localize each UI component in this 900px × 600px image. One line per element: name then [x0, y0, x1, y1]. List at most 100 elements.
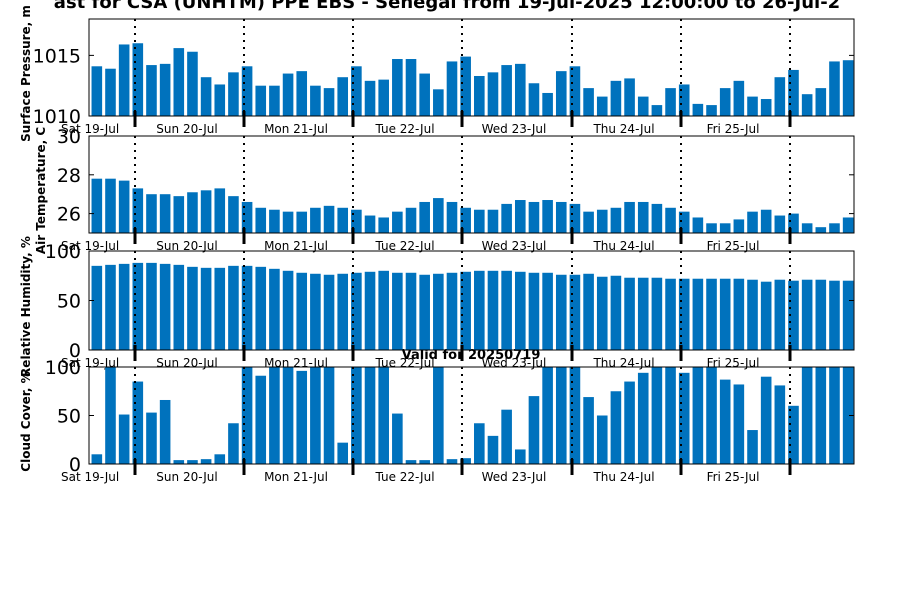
figure-title: ast for CSA (UNHTM) PPE EBS - Senegal fr… [54, 0, 840, 13]
chart-bar [542, 200, 553, 233]
chart-bar [624, 201, 635, 233]
chart-bar [214, 188, 226, 233]
chart-bar [282, 211, 294, 233]
chart-bar [678, 84, 690, 116]
chart-bar [747, 211, 758, 233]
chart-bar [733, 384, 745, 464]
chart-bar [187, 460, 198, 464]
chart-bar [624, 381, 635, 464]
chart-bar [405, 272, 417, 350]
chart-bar [132, 43, 144, 116]
chart-bar [310, 273, 321, 350]
plot-frame [88, 135, 855, 234]
chart-bar [760, 376, 772, 464]
chart-bar [829, 61, 840, 116]
x-tick-label: Wed 23-Jul [482, 356, 547, 370]
x-tick-label: Sun 20-Jul [156, 356, 217, 370]
chart-bar [419, 201, 430, 233]
chart-bar [173, 460, 185, 464]
chart-bar [446, 61, 458, 116]
chart-bar [351, 209, 362, 233]
chart-bar [364, 367, 376, 464]
chart-bar [747, 96, 758, 116]
chart-bar [378, 217, 389, 233]
chart-bar [474, 75, 485, 116]
chart-bar [187, 192, 198, 233]
y-tick-label: 100 [45, 241, 81, 263]
chart-panel-4: 0 50 100 Sat 19-Jul Sun 20-Jul Mon 21-Jul Tue … [19, 357, 855, 484]
chart-bar [405, 207, 417, 233]
chart-bar [392, 413, 403, 464]
chart-bar [747, 279, 758, 350]
plot-frame [88, 18, 855, 117]
chart-bar [637, 201, 649, 233]
chart-bar [733, 219, 745, 233]
chart-bar [528, 396, 540, 464]
chart-bar [842, 60, 854, 116]
chart-bar [774, 215, 786, 233]
chart-bar [323, 274, 335, 350]
chart-bar [569, 274, 581, 350]
chart-bar [760, 209, 772, 233]
chart-bar [255, 375, 267, 464]
chart-bar [760, 281, 772, 350]
x-tick-label: Sat 19-Jul [61, 122, 119, 136]
chart-bar [118, 263, 130, 350]
chart-bar [829, 223, 840, 233]
chart-bar [296, 211, 308, 233]
y-axis-label: Air Temperature, C [34, 127, 48, 255]
chart-bar [200, 267, 212, 350]
chart-bar [583, 273, 594, 350]
chart-bar [392, 272, 403, 350]
x-tick-label: Sun 20-Jul [156, 470, 217, 484]
chart-bar [719, 379, 731, 464]
chart-bar [351, 272, 362, 350]
chart-bar [392, 211, 403, 233]
chart-bar [665, 207, 676, 233]
chart-bar [706, 367, 717, 464]
chart-bar [241, 265, 253, 350]
chart-bar [665, 367, 676, 464]
chart-bar [241, 66, 253, 116]
x-tick-label: Thu 24-Jul [592, 239, 654, 253]
chart-bar [528, 83, 540, 116]
chart-bar [596, 415, 608, 464]
chart-bar [118, 180, 130, 233]
chart-bar [542, 367, 553, 464]
x-tick-label: Wed 23-Jul [482, 470, 547, 484]
chart-bar [487, 72, 499, 116]
figure-subtitle: Valid for 20250719 [402, 348, 541, 363]
chart-bar [419, 460, 430, 464]
chart-bar [433, 198, 444, 233]
chart-bar [651, 105, 663, 116]
chart-bar [323, 88, 335, 116]
chart-bar [514, 200, 526, 233]
chart-bar [433, 367, 444, 464]
chart-bar [801, 223, 813, 233]
chart-bar [269, 367, 280, 464]
chart-bar [323, 367, 335, 464]
chart-bar [91, 178, 103, 233]
chart-bar [719, 88, 731, 116]
chart-bar [501, 203, 512, 233]
chart-bar [651, 203, 663, 233]
chart-bar [528, 201, 540, 233]
chart-bar [596, 276, 608, 350]
chart-bar [419, 274, 430, 350]
chart-bar [678, 278, 690, 350]
chart-bar [706, 278, 717, 350]
chart-bar [214, 267, 226, 350]
y-tick-label: 50 [57, 291, 81, 313]
chart-bar [706, 223, 717, 233]
chart-bar [118, 414, 130, 464]
x-tick-label: Thu 24-Jul [592, 356, 654, 370]
x-tick-label: Tue 22-Jul [374, 239, 434, 253]
chart-panel-2: 26 28 30 Sat 19-Jul Sun 20-Jul Mon 21-Jul Tue … [34, 126, 855, 255]
chart-bar [159, 194, 171, 233]
x-tick-label: Mon 21-Jul [264, 122, 328, 136]
y-tick-label: 0 [69, 340, 81, 362]
chart-bar [269, 85, 280, 116]
chart-bar [719, 223, 731, 233]
chart-bar [733, 278, 745, 350]
chart-bar [132, 262, 144, 350]
